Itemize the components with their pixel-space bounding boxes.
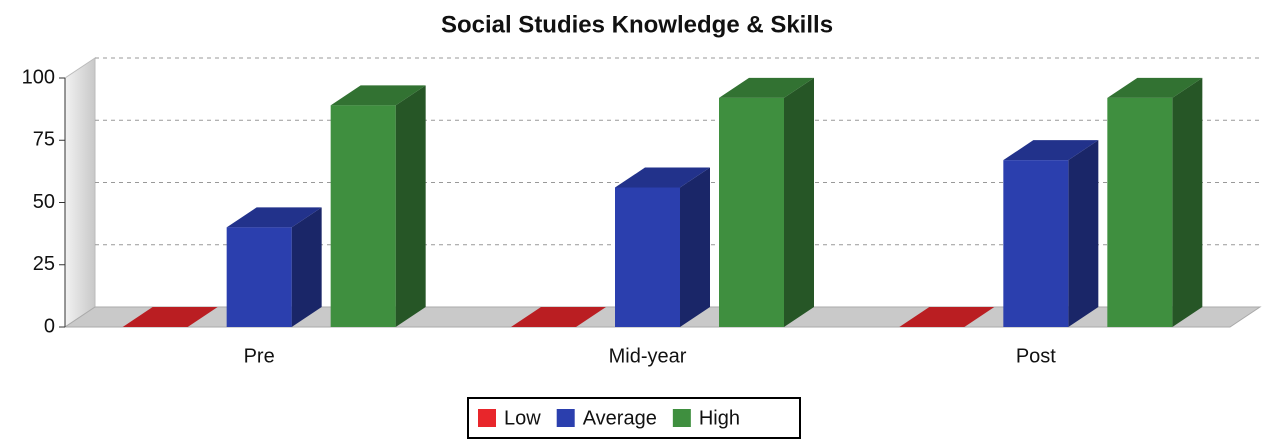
bar-top (122, 307, 218, 327)
bar-front (1107, 97, 1173, 327)
legend-label: Average (583, 407, 657, 429)
bar (226, 207, 322, 327)
bar-side (291, 207, 322, 327)
x-tick-label: Pre (244, 345, 275, 367)
bar-front (226, 227, 292, 327)
bar-top (511, 307, 606, 327)
bar-front (615, 187, 680, 327)
legend-swatch (478, 409, 496, 427)
bar-top (1107, 77, 1203, 98)
bar (122, 307, 218, 327)
chart-title: Social Studies Knowledge & Skills (441, 11, 833, 38)
bar (615, 167, 710, 327)
bar (330, 85, 426, 327)
bar-top (226, 207, 322, 228)
legend-label: High (699, 407, 740, 429)
x-tick-label: Post (1016, 345, 1056, 367)
bar-top (719, 77, 814, 98)
bar-top (615, 167, 710, 188)
bar-top (899, 307, 995, 327)
bar-side (1068, 140, 1099, 327)
legend-swatch (672, 409, 691, 427)
bar (1003, 140, 1099, 327)
bar (511, 307, 606, 327)
y-tick-label: 100 (22, 66, 55, 88)
bar-top (330, 85, 426, 106)
y-tick-label: 50 (33, 191, 55, 213)
bar-side (784, 77, 814, 327)
bar-front (330, 105, 396, 327)
y-tick-label: 0 (44, 315, 55, 337)
bar (899, 307, 995, 327)
y-tick-label: 25 (33, 253, 55, 275)
legend-swatch (556, 409, 575, 427)
bar-front (1003, 160, 1069, 327)
y-tick-label: 75 (33, 129, 55, 151)
bar (719, 77, 814, 327)
bar-top (1003, 140, 1099, 161)
legend (467, 397, 801, 439)
bar-side (1172, 77, 1203, 327)
side-wall (64, 57, 96, 328)
bar-side (395, 85, 426, 327)
bar-side (680, 167, 710, 327)
legend-label: Low (504, 407, 541, 429)
x-tick-label: Mid-year (609, 345, 687, 367)
bar (1107, 77, 1203, 327)
bar-front (719, 97, 784, 327)
